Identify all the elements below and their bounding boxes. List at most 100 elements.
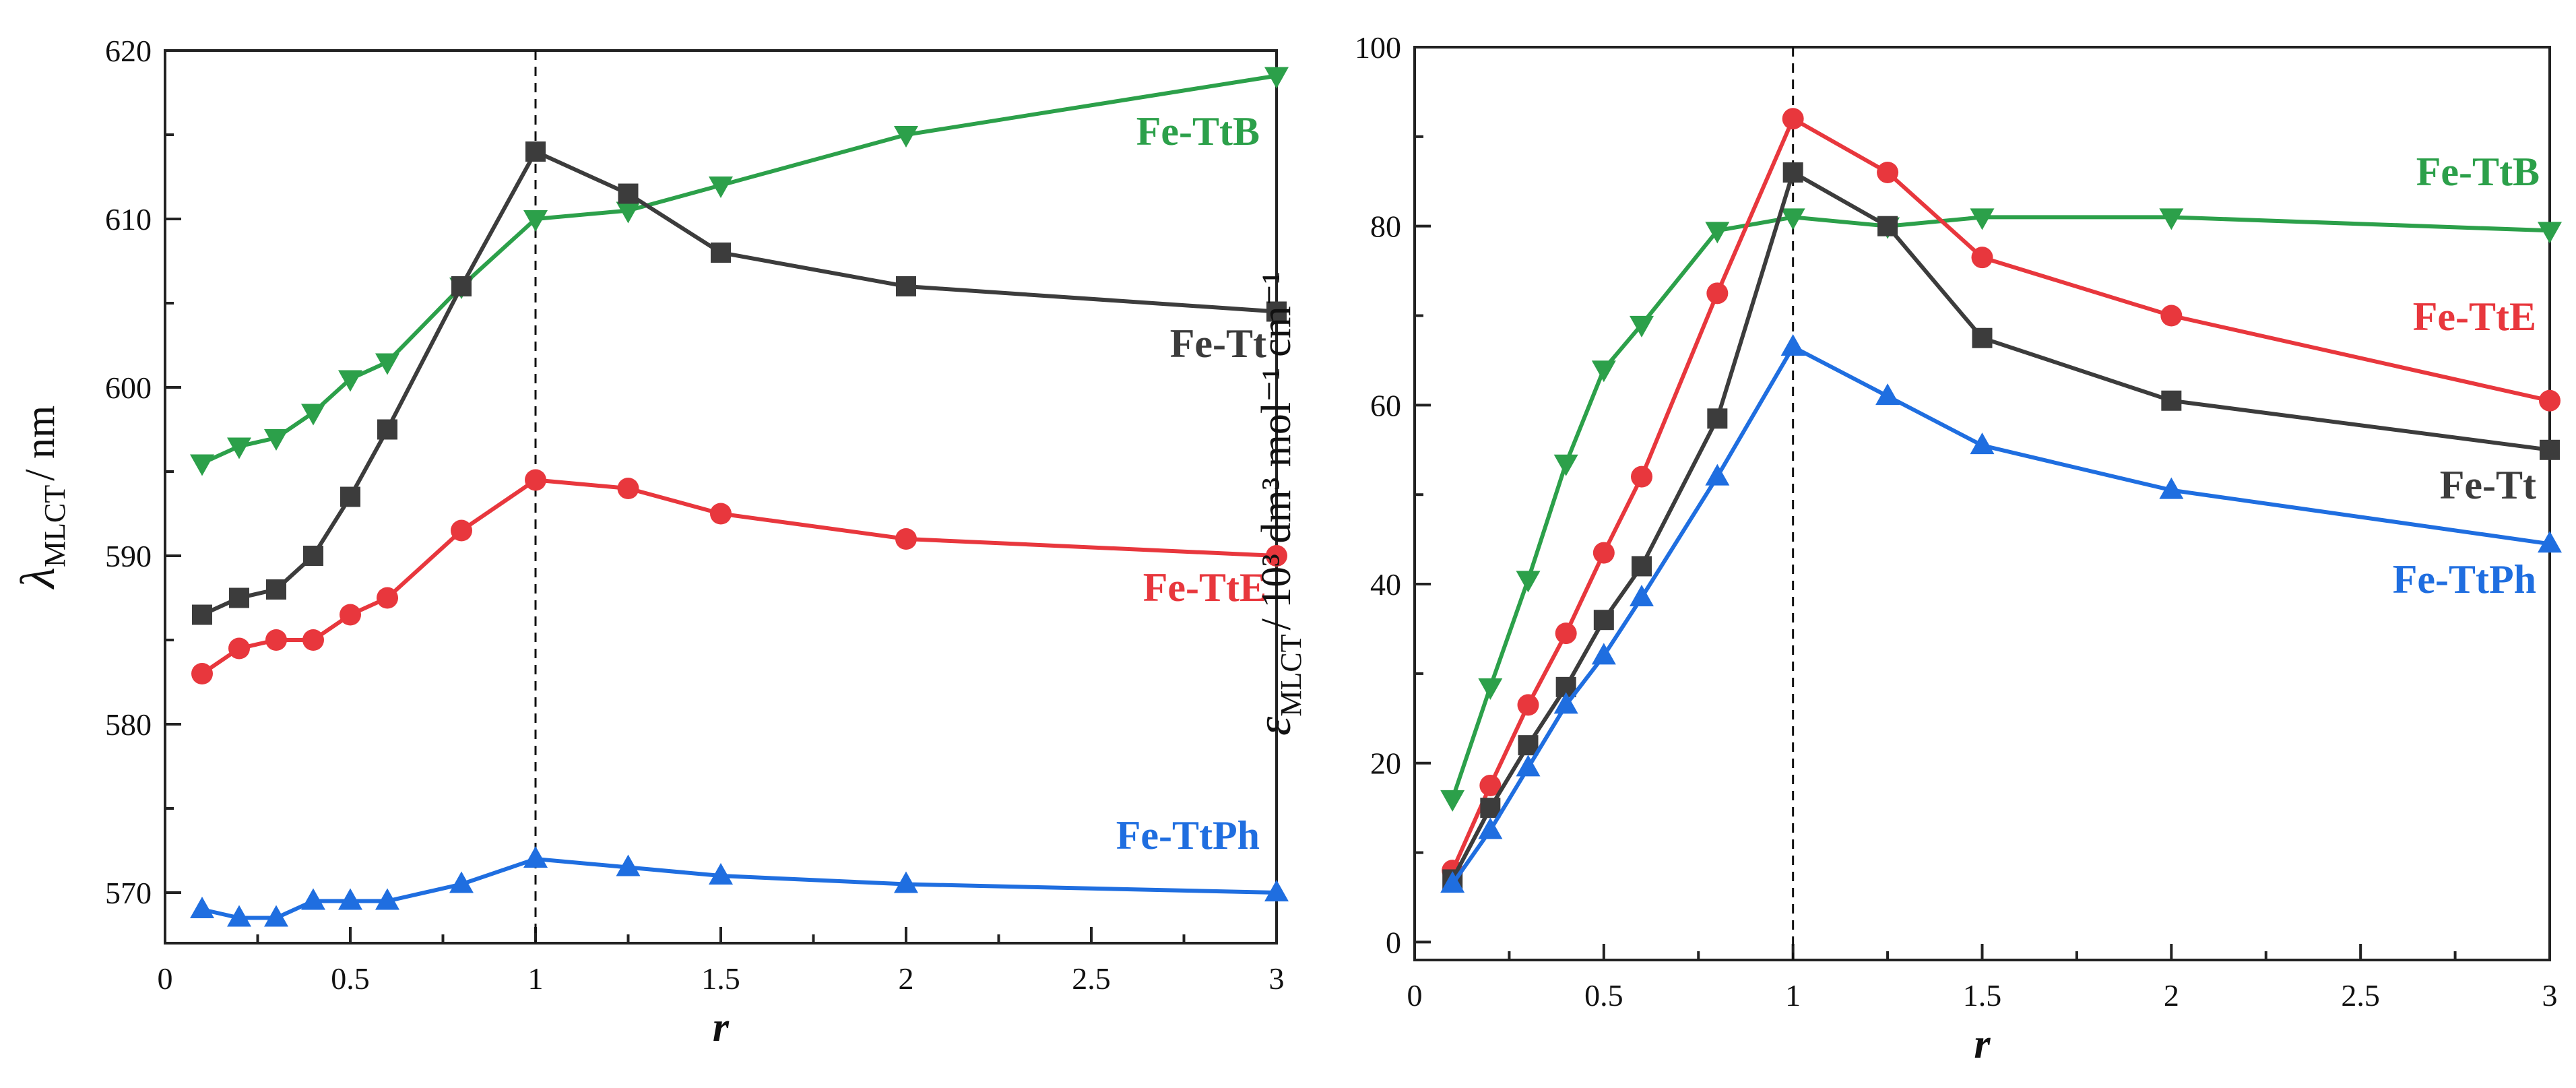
data-point [301,404,325,426]
data-point [265,629,287,651]
series-fe-ttph: Fe-TtPh [1440,334,2562,893]
x-tick-label: 1.5 [701,961,740,996]
data-point [1266,545,1287,567]
data-point [1780,334,1805,356]
data-point [264,905,288,927]
y-tick-label: 0 [1386,925,1401,959]
data-point [1780,208,1805,230]
data-point [451,276,472,296]
data-point [525,141,546,162]
data-point [229,587,249,608]
series-line [1450,116,2550,872]
series-label: Fe-TtB [1136,109,1260,154]
data-point [894,871,918,893]
data-point [227,437,251,459]
series-label: Fe-Tt [1170,321,1266,366]
y-tick-label: 20 [1370,746,1401,781]
data-point [1707,408,1728,429]
data-point [1518,735,1539,756]
data-point [2540,439,2560,460]
data-point [709,863,733,885]
data-point [1264,880,1289,901]
data-point [338,370,362,392]
data-point [1479,774,1502,796]
data-point [449,871,474,893]
data-point [1553,692,1578,714]
data-point [2159,208,2184,230]
x-tick-label: 0 [1407,978,1423,1013]
data-point [266,579,286,600]
series-line [1450,344,2550,885]
series-label: Fe-TtPh [2393,557,2536,602]
x-axis-title: r [1974,1021,1991,1067]
data-point [1266,301,1287,322]
data-point [1630,584,1654,606]
right-chart: 0 0.5 1 1.5 2 2.5 3 0 20 40 60 80 100 r εMLCT/ 10³ dm³… [1247,30,2562,1067]
series-fe-ttb: Fe-TtB [190,67,1289,476]
y-axis-title: εMLCT/ 10³ dm³ mol⁻¹ cm⁻¹ [1247,271,1308,736]
y-tick-label: 100 [1355,30,1401,65]
data-point [2538,222,2562,244]
data-point [451,519,472,542]
series-fe-tt: Fe-Tt [1442,162,2560,890]
data-point [616,201,641,224]
x-tick-label: 3 [2542,978,2558,1013]
data-point [1782,162,1803,183]
data-point [301,888,325,910]
data-point [1630,315,1654,338]
series-label: Fe-TtB [2416,150,2540,194]
series-label: Fe-Tt [2440,463,2536,507]
series-line [201,856,1277,920]
y-tick-label: 600 [105,371,152,405]
plot-frame [1413,46,2551,961]
data-point [338,888,362,910]
series-fe-tte: Fe-TtE [1442,108,2561,882]
y-tick-label: 610 [105,202,152,236]
y-tick-label: 40 [1370,567,1401,602]
data-point [1632,556,1652,577]
data-point [1782,108,1804,130]
data-point [1705,222,1730,244]
x-tick-label: 3 [1269,961,1285,996]
y-axis-title: λMLCT/ nm [11,406,71,589]
data-point [1631,466,1652,488]
data-point [1592,542,1615,564]
data-point [1593,610,1614,631]
data-point [1440,871,1465,893]
data-point [2159,477,2184,499]
data-point [1517,694,1539,716]
left-chart: 0 0.5 1 1.5 2 2.5 3 570 580 590 600 610 620 r λMLCT/ n… [11,34,1289,1050]
data-point [709,177,733,198]
data-point [375,888,399,910]
x-tick-label: 2.5 [1072,961,1111,996]
x-tick-label: 2.5 [2341,978,2380,1013]
data-point [1478,817,1503,839]
data-point [1970,208,1995,230]
series-fe-tt: Fe-Tt [192,141,1287,625]
x-tick-label: 2 [899,961,914,996]
data-point [523,846,548,868]
data-point [1705,463,1730,486]
y-tick-label: 60 [1370,388,1401,422]
data-point [618,183,639,204]
series-line [1450,169,2550,881]
data-point [264,429,288,451]
data-point [191,663,213,684]
series-label: Fe-TtE [2413,294,2536,339]
data-point [340,604,361,626]
data-point [1264,67,1289,89]
data-point [302,629,324,651]
data-point [190,454,214,476]
data-point [1877,161,1899,183]
data-point [375,353,399,375]
data-point [303,546,323,566]
data-point [2538,531,2562,553]
data-point [377,587,398,609]
series-fe-ttph: Fe-TtPh [190,813,1289,927]
x-tick-label: 0.5 [1584,978,1623,1013]
series-fe-tte: Fe-TtE [191,469,1287,684]
data-point [192,604,212,625]
data-point [340,486,360,507]
data-point [896,276,916,296]
